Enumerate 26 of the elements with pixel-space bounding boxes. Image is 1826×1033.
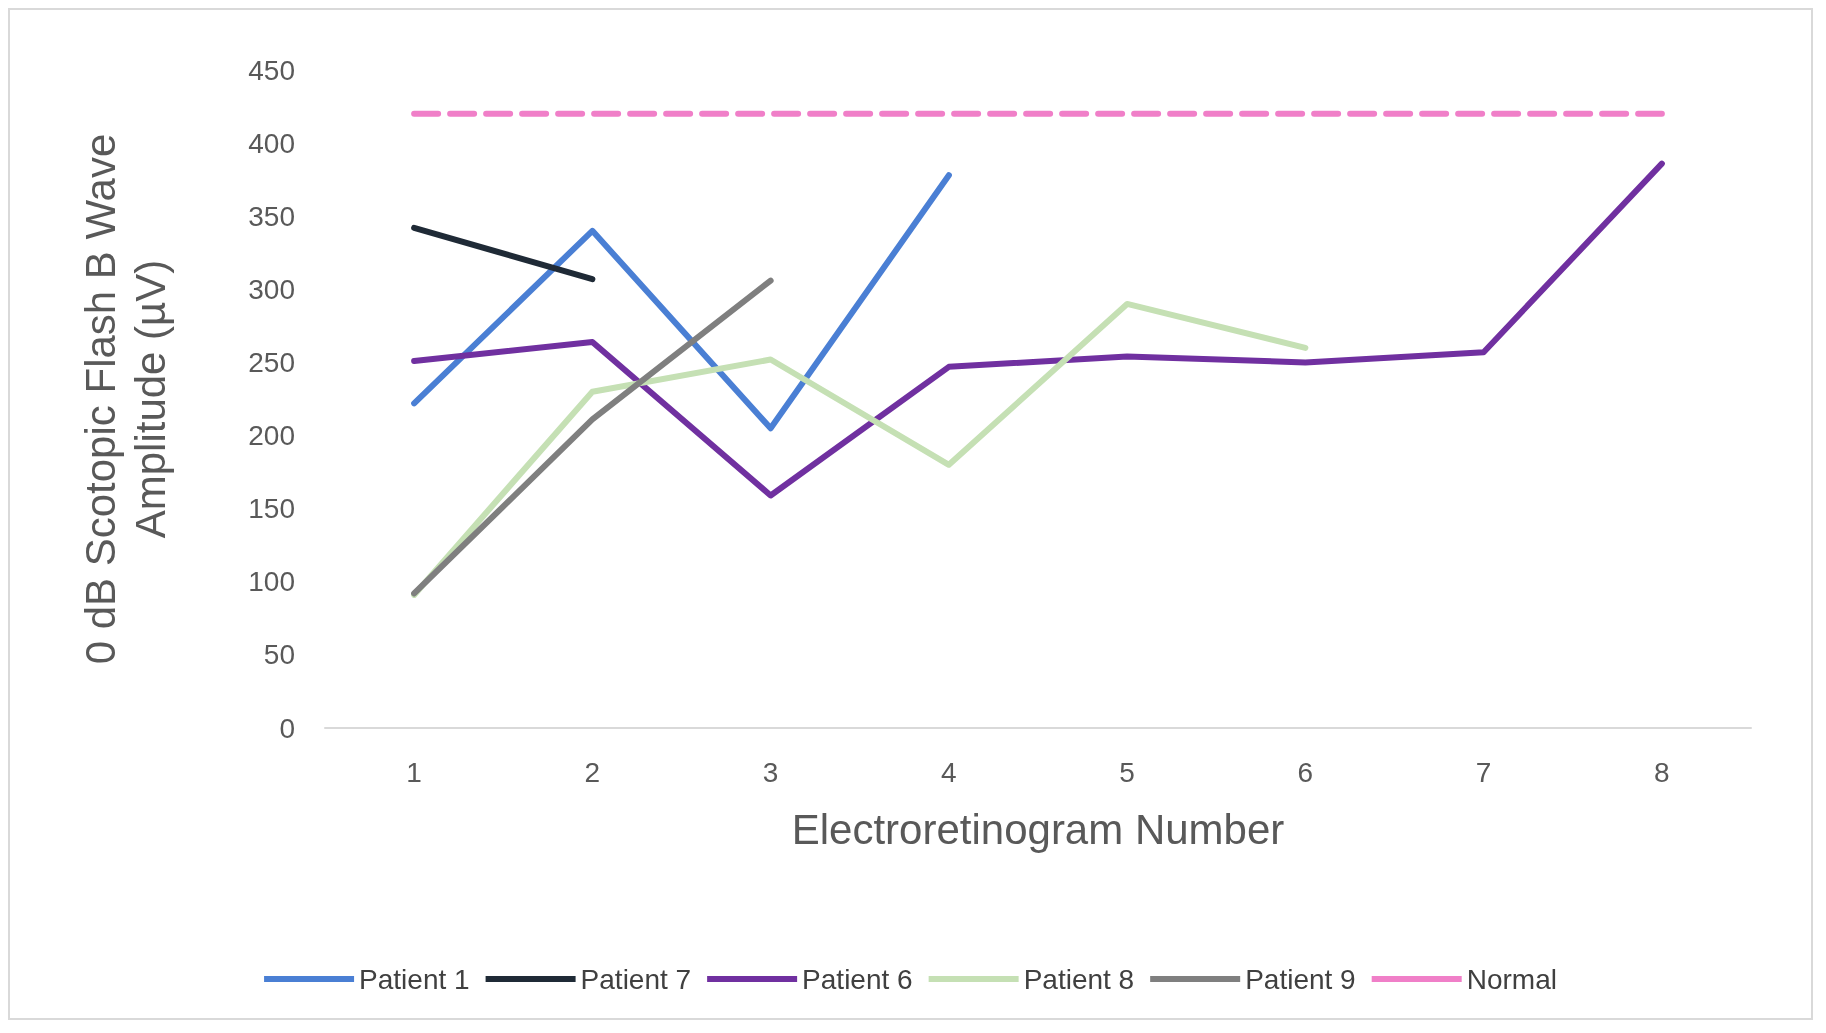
y-tick-label: 350: [248, 200, 295, 232]
x-tick-label: 7: [1475, 756, 1492, 788]
x-tick-label: 5: [1119, 756, 1135, 788]
x-tick-label: 1: [406, 756, 422, 788]
legend-label: Normal: [1466, 963, 1557, 995]
legend-label: Patient 7: [580, 963, 692, 995]
x-tick-label: 4: [941, 756, 957, 788]
y-tick-label: 100: [248, 566, 295, 598]
y-axis-title: 0 dB Scotopic Flash B Wave Amplitude (µV): [76, 133, 174, 665]
y-tick-label: 450: [248, 54, 295, 86]
legend-label: Patient 6: [802, 963, 913, 995]
x-tick-label: 2: [584, 756, 601, 788]
y-tick-label: 150: [248, 493, 295, 525]
x-axis-title: Electroretinogram Number: [791, 805, 1285, 853]
x-tick-label: 8: [1654, 756, 1670, 788]
x-tick-label: 6: [1297, 756, 1314, 788]
legend-label: Patient 1: [359, 963, 470, 995]
y-tick-label: 300: [248, 273, 295, 305]
y-tick-label: 400: [248, 127, 295, 159]
y-tick-label: 250: [248, 346, 295, 378]
legend-label: Patient 9: [1245, 963, 1356, 995]
y-tick-label: 0: [279, 712, 295, 744]
legend-label: Patient 8: [1023, 963, 1135, 995]
y-tick-label: 200: [248, 420, 295, 452]
x-tick-label: 3: [762, 756, 779, 788]
y-tick-label: 50: [263, 639, 295, 671]
